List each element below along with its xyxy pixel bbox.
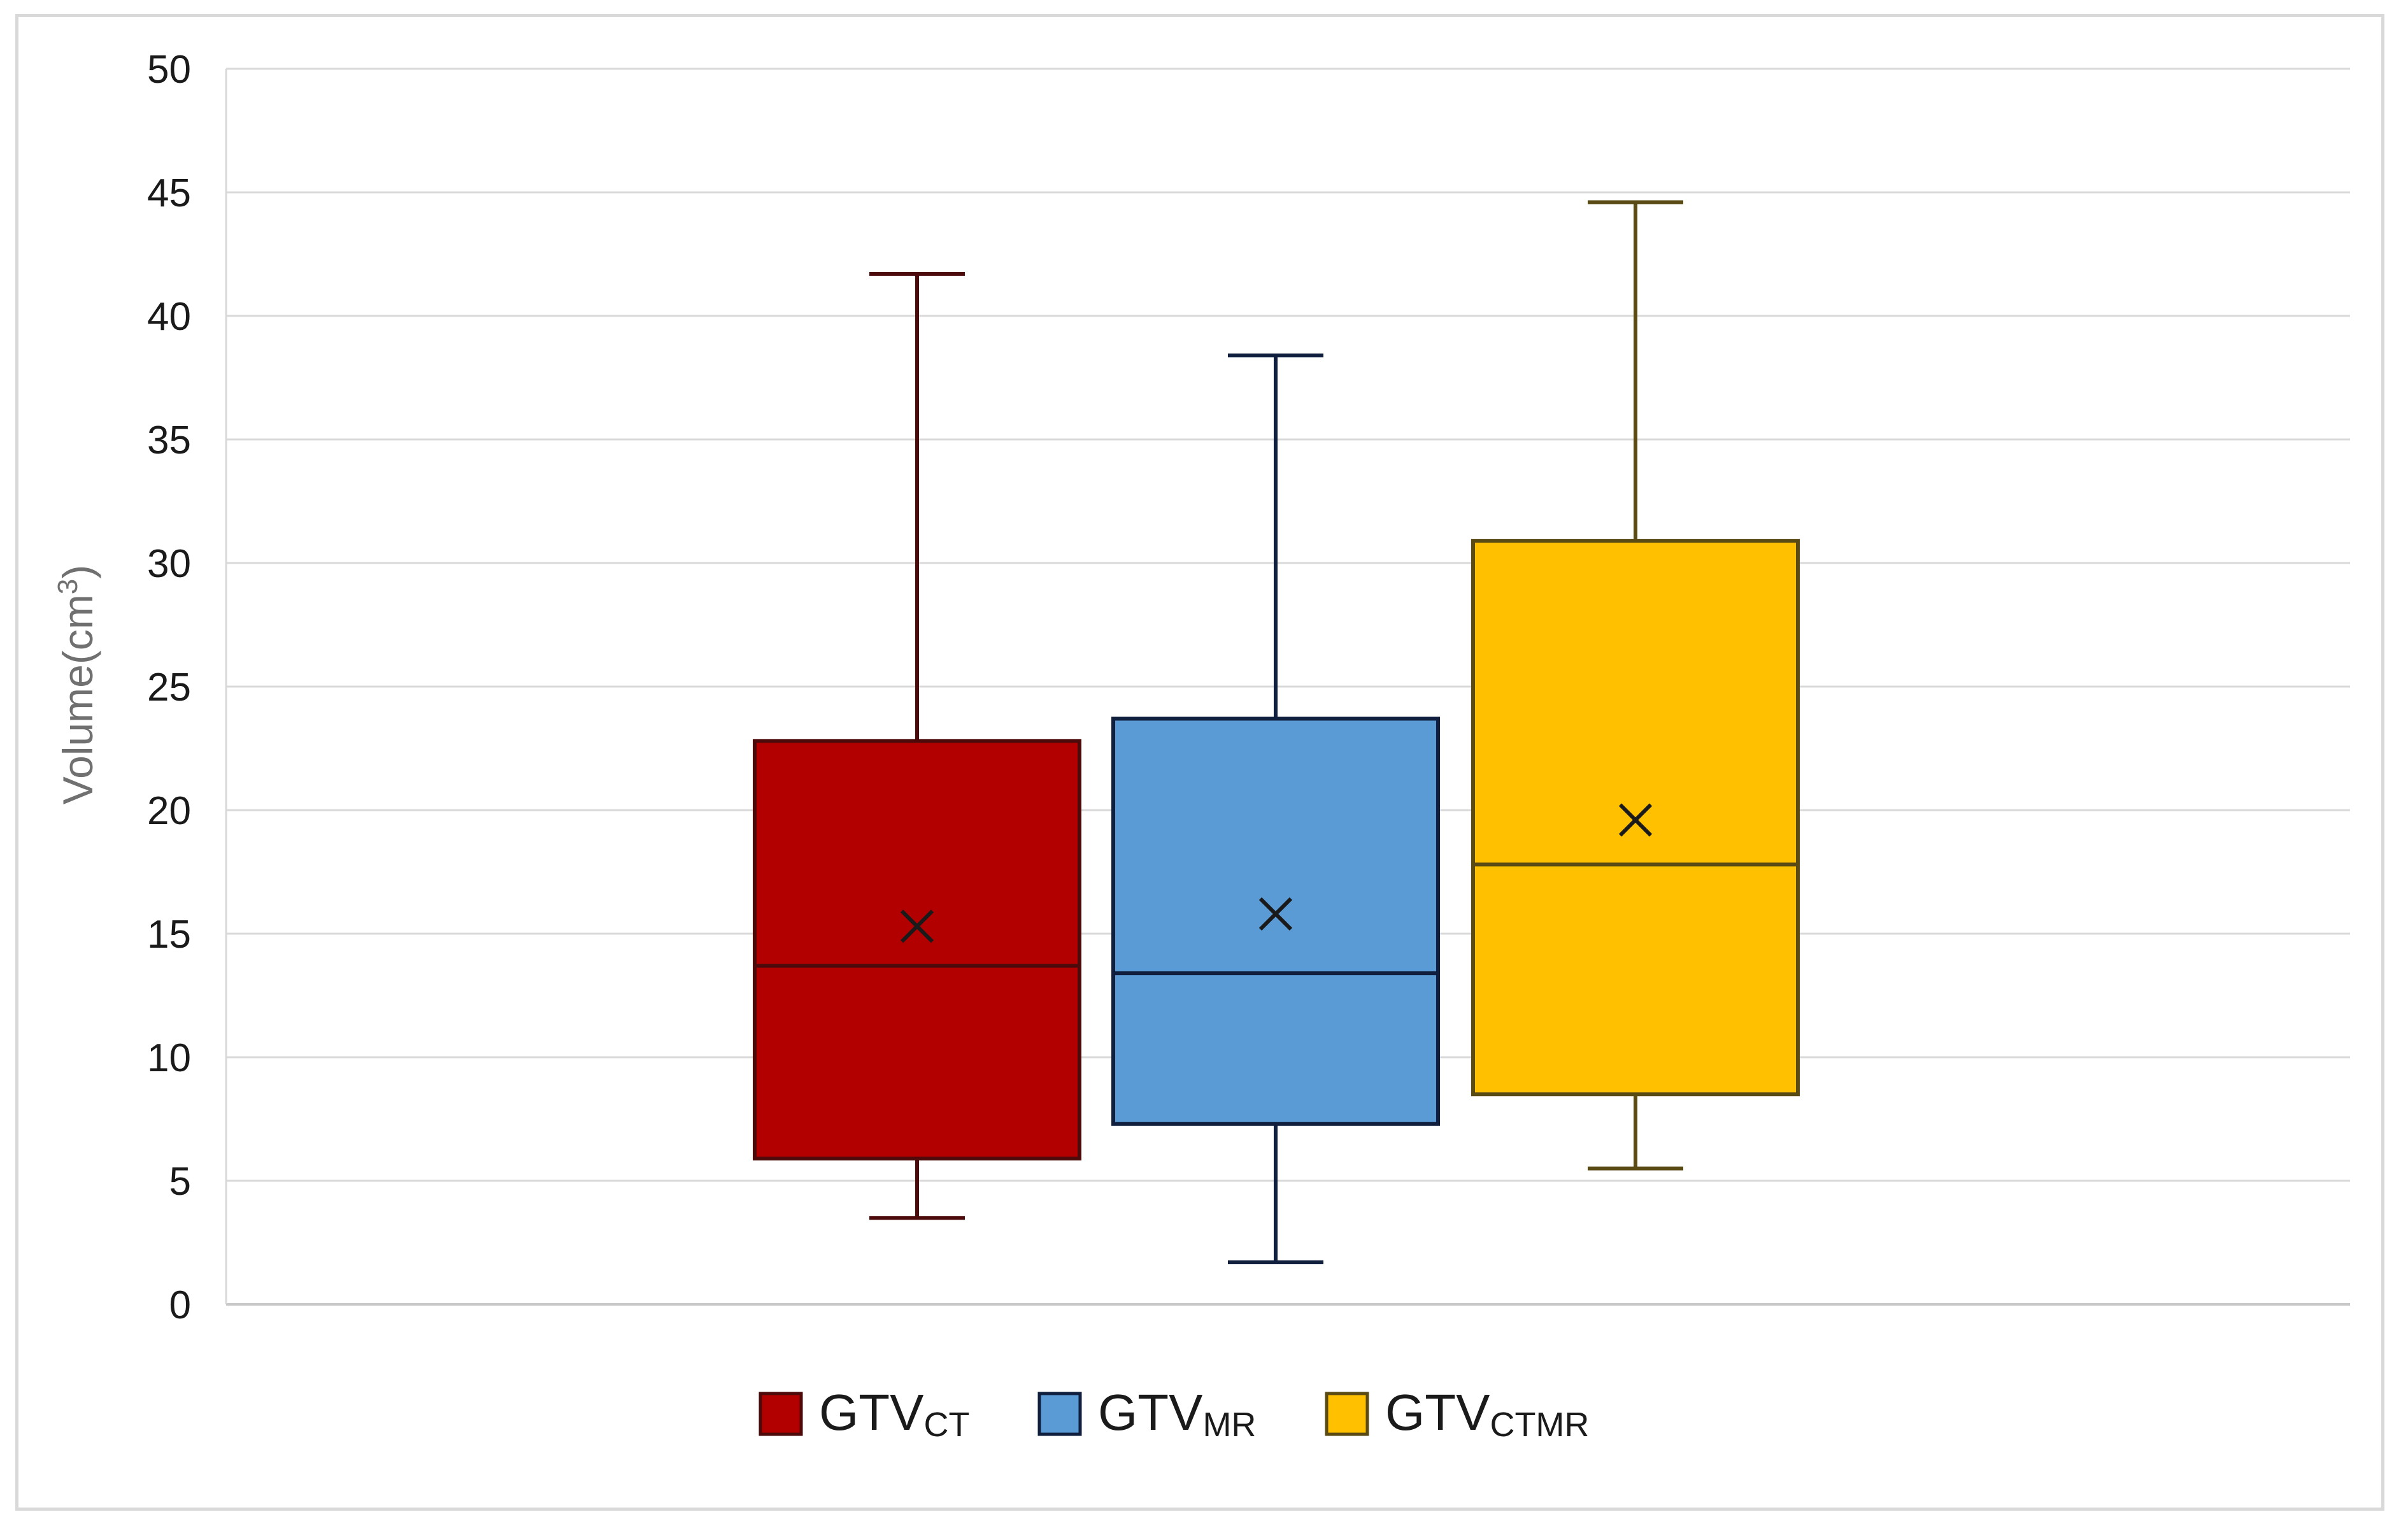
y-tick-label: 25 xyxy=(147,666,191,709)
mean-marker xyxy=(900,909,934,943)
mean-marker xyxy=(1618,803,1653,837)
legend-swatch xyxy=(1037,1392,1082,1436)
y-tick-label: 15 xyxy=(147,913,191,957)
legend-label: GTVCTMR xyxy=(1385,1384,1589,1444)
box-ctmr xyxy=(1471,200,1800,1171)
mean-marker-stroke xyxy=(900,909,934,943)
legend-label-subscript: CTMR xyxy=(1490,1406,1589,1444)
y-tick-label: 50 xyxy=(147,48,191,92)
legend: GTVCT GTVMR GTVCTMR xyxy=(759,1384,1589,1444)
mean-marker-stroke xyxy=(1258,897,1293,931)
y-tick-label: 35 xyxy=(147,418,191,462)
mean-marker-stroke xyxy=(1618,803,1653,837)
y-tick-label: 10 xyxy=(147,1036,191,1080)
y-axis-title: Volume(cm3) xyxy=(52,565,101,805)
legend-item-ctmr: GTVCTMR xyxy=(1325,1384,1589,1444)
box-ct xyxy=(753,272,1081,1220)
legend-item-ct: GTVCT xyxy=(759,1384,969,1444)
legend-label: GTVCT xyxy=(819,1384,969,1444)
y-axis-title-superscript: 3 xyxy=(52,579,83,594)
iqr-box xyxy=(753,739,1081,1161)
legend-label-main: GTV xyxy=(1098,1384,1203,1441)
gridlines xyxy=(225,68,2350,1306)
y-tick-label: 45 xyxy=(147,171,191,215)
mean-marker xyxy=(1258,897,1293,931)
y-tick-label: 5 xyxy=(169,1160,191,1204)
legend-label-main: GTV xyxy=(1385,1384,1490,1441)
legend-label-subscript: CT xyxy=(923,1406,969,1444)
box-mr xyxy=(1111,353,1440,1265)
legend-swatch xyxy=(1325,1392,1369,1436)
y-axis-ticks: 0 5 10 15 20 25 30 35 40 45 50 xyxy=(147,48,191,1327)
y-axis-title-main: Volume(cm xyxy=(54,594,101,804)
legend-item-mr: GTVMR xyxy=(1037,1384,1256,1444)
y-tick-label: 40 xyxy=(147,295,191,339)
boxes xyxy=(753,200,1800,1265)
legend-swatch xyxy=(759,1392,803,1436)
y-tick-label: 0 xyxy=(169,1283,191,1327)
legend-label: GTVMR xyxy=(1098,1384,1256,1444)
legend-label-subscript: MR xyxy=(1202,1406,1256,1444)
y-tick-label: 30 xyxy=(147,542,191,586)
iqr-box xyxy=(1111,717,1440,1126)
y-axis-title-close: ) xyxy=(54,565,101,579)
legend-label-main: GTV xyxy=(819,1384,924,1441)
y-tick-label: 20 xyxy=(147,789,191,833)
